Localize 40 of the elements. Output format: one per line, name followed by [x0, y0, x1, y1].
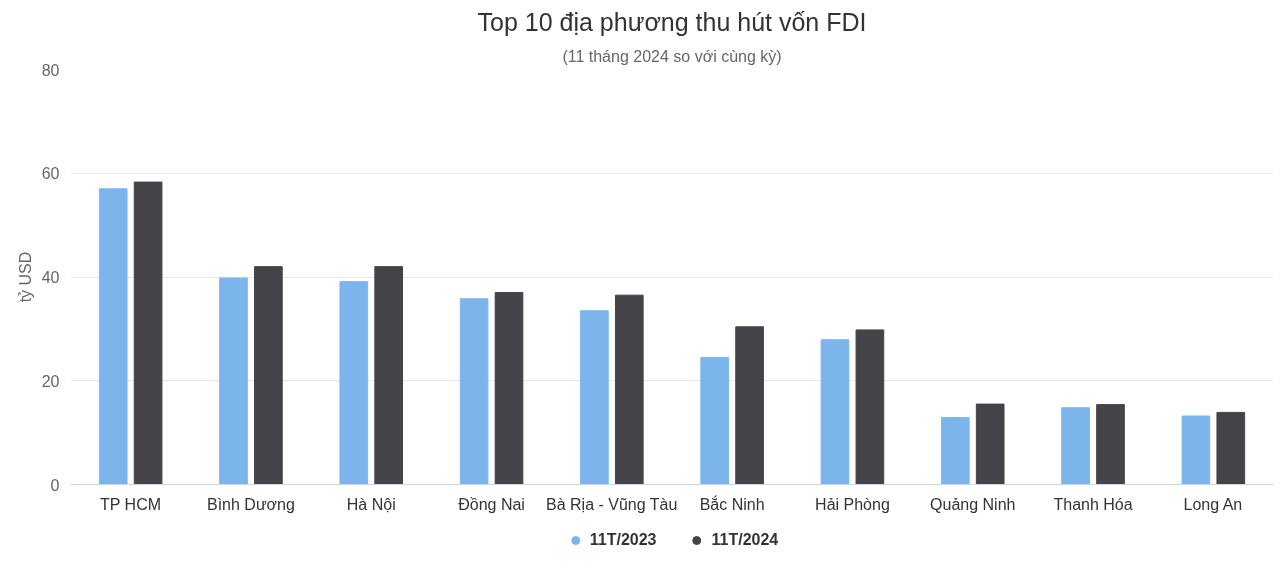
bar [1181, 415, 1211, 485]
bar [1096, 404, 1125, 485]
x-tick-label: Bắc Ninh [699, 494, 765, 513]
bar [1061, 407, 1090, 485]
x-tick-label: Thanh Hóa [1053, 495, 1133, 513]
bar [494, 292, 524, 485]
bar [975, 403, 1005, 485]
bar [700, 356, 730, 485]
x-tick-label: Long An [1183, 495, 1243, 513]
bar [820, 339, 850, 485]
bar [614, 294, 644, 485]
legend-label: 11T/2023 [589, 531, 657, 549]
x-tick-label: Bình Dương [206, 495, 295, 513]
x-tick-label: TP HCM [99, 495, 162, 513]
bar [735, 326, 764, 485]
x-tick-label: Hà Nội [346, 495, 396, 513]
bar [98, 188, 128, 485]
bar [339, 281, 369, 485]
y-tick-label: 80 [41, 61, 60, 79]
bar [459, 298, 489, 485]
chart-title: Top 10 địa phương thu hút vốn FDI [477, 7, 867, 36]
y-axis-title: tỷ USD [16, 251, 34, 303]
bar [940, 417, 970, 485]
bar [133, 181, 163, 485]
bar [855, 329, 885, 485]
bar [219, 277, 248, 485]
bar [1216, 411, 1246, 485]
y-tick-label: 60 [41, 165, 60, 183]
x-tick-label: Quảng Ninh [930, 495, 1016, 513]
y-tick-label: 20 [41, 372, 60, 390]
x-tick-label: Bà Rịa - Vũng Tàu [546, 495, 678, 513]
chart-subtitle: (11 tháng 2024 so với cùng kỳ) [562, 47, 782, 65]
x-tick-label: Hải Phòng [815, 495, 890, 513]
bar [254, 266, 283, 485]
y-tick-label: 40 [41, 269, 60, 286]
bar [580, 310, 609, 485]
x-tick-label: Đồng Nai [458, 495, 525, 513]
bar [374, 266, 404, 485]
legend-label: 11T/2024 [711, 531, 779, 549]
y-tick-label: 0 [50, 476, 60, 494]
